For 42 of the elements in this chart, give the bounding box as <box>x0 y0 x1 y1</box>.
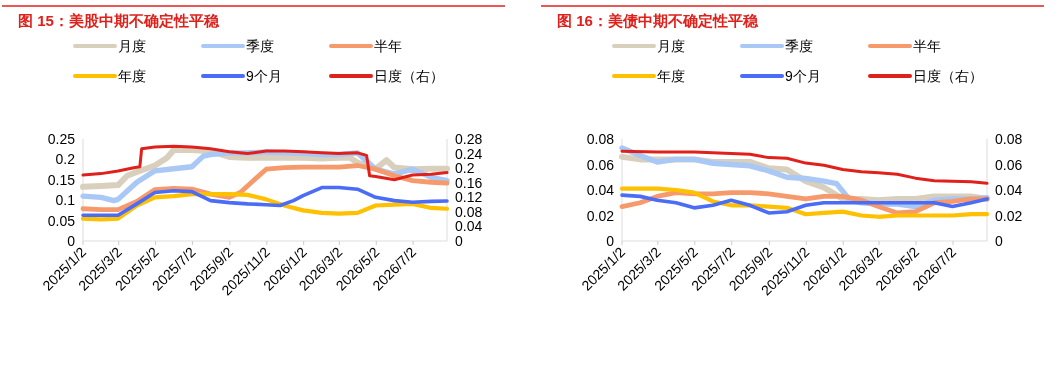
y-tick-label: 0 <box>606 233 615 249</box>
y2-tick-label: 0.04 <box>995 182 1023 198</box>
y-tick-label: 0.2 <box>55 151 76 168</box>
y-tick-label: 0.06 <box>586 156 615 173</box>
chart-title: 图 16：美债中期不确定性平稳 <box>557 12 759 29</box>
legend-label: 季度 <box>246 38 274 54</box>
line-series <box>620 149 989 185</box>
y2-tick-label: 0.2 <box>455 160 475 177</box>
y-tick-label: 0.05 <box>47 212 76 229</box>
legend-label: 9个月 <box>246 68 282 84</box>
legend-label: 日度（右） <box>913 68 983 84</box>
chart-title: 图 15：美股中期不确定性平稳 <box>18 12 220 29</box>
line-series <box>81 185 449 218</box>
y2-tick-label: 0 <box>995 233 1003 249</box>
y2-tick-label: 0.08 <box>455 203 483 220</box>
legend-label: 年度 <box>118 68 146 84</box>
y-tick-label: 0.15 <box>47 171 76 188</box>
legend-label: 半年 <box>913 38 941 54</box>
y2-tick-label: 0.12 <box>455 189 483 206</box>
y2-tick-label: 0.04 <box>455 218 483 235</box>
y-tick-label: 0.02 <box>586 207 615 224</box>
legend-label: 月度 <box>657 38 685 54</box>
y2-tick-label: 0.06 <box>995 156 1023 173</box>
y-tick-label: 0.25 <box>47 131 76 147</box>
legend-label: 年度 <box>657 68 685 84</box>
y2-tick-label: 0.16 <box>455 174 483 191</box>
legend-label: 月度 <box>118 38 146 54</box>
y2-tick-label: 0.28 <box>455 131 483 147</box>
legend-label: 季度 <box>785 38 813 54</box>
legend-label: 9个月 <box>785 68 821 84</box>
y-tick-label: 0 <box>67 233 76 249</box>
y2-tick-label: 0.02 <box>995 207 1023 224</box>
legend-label: 日度（右） <box>374 68 444 84</box>
y2-tick-label: 0.24 <box>455 145 483 162</box>
line-series <box>80 191 450 222</box>
line-series <box>81 144 449 182</box>
legend-label: 半年 <box>374 38 402 54</box>
y2-tick-label: 0.08 <box>995 131 1023 147</box>
y-tick-label: 0.08 <box>586 131 615 147</box>
y-tick-label: 0.04 <box>586 182 615 198</box>
y2-tick-label: 0 <box>455 233 463 249</box>
y-tick-label: 0.1 <box>55 192 76 209</box>
